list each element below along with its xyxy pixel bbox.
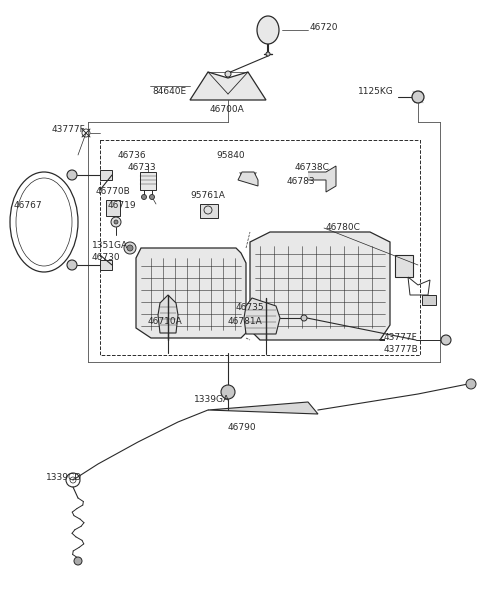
- Text: 46767: 46767: [14, 201, 43, 210]
- Text: 46738C: 46738C: [295, 163, 330, 172]
- Bar: [140, 172, 156, 190]
- Circle shape: [111, 217, 121, 227]
- Text: 1339CD: 1339CD: [46, 474, 82, 482]
- PathPatch shape: [308, 166, 336, 192]
- Circle shape: [301, 315, 307, 321]
- Text: 46710A: 46710A: [148, 317, 183, 327]
- Text: 46720: 46720: [310, 24, 338, 33]
- Text: 43777F: 43777F: [384, 333, 418, 343]
- Circle shape: [149, 195, 155, 200]
- Text: 46770B: 46770B: [96, 188, 131, 197]
- Text: 95761A: 95761A: [190, 191, 225, 201]
- Text: 46735: 46735: [236, 304, 264, 313]
- Text: 46781A: 46781A: [228, 317, 263, 327]
- Bar: [100, 170, 112, 180]
- Text: 46783: 46783: [287, 176, 316, 185]
- Bar: [395, 255, 413, 277]
- Circle shape: [142, 195, 146, 200]
- Bar: [200, 204, 218, 218]
- Text: 1351GA: 1351GA: [92, 240, 128, 249]
- PathPatch shape: [190, 72, 266, 100]
- PathPatch shape: [244, 298, 280, 334]
- Bar: [100, 140, 420, 355]
- Bar: [100, 260, 112, 270]
- PathPatch shape: [208, 402, 318, 414]
- Text: 95840: 95840: [216, 150, 245, 159]
- Circle shape: [466, 379, 476, 389]
- Text: 43777F: 43777F: [52, 126, 86, 134]
- Text: 46700A: 46700A: [210, 105, 245, 114]
- Bar: [422, 295, 436, 305]
- Text: 46730: 46730: [92, 253, 120, 262]
- Text: 43777B: 43777B: [384, 346, 419, 355]
- PathPatch shape: [238, 172, 258, 186]
- Text: 46790: 46790: [228, 423, 257, 433]
- Circle shape: [127, 245, 133, 251]
- Text: 46780C: 46780C: [326, 224, 361, 233]
- Text: 46719: 46719: [108, 201, 137, 210]
- Circle shape: [266, 52, 270, 56]
- Text: 46733: 46733: [128, 163, 156, 172]
- Circle shape: [67, 260, 77, 270]
- Circle shape: [124, 242, 136, 254]
- Text: 1339GA: 1339GA: [194, 395, 230, 404]
- Circle shape: [412, 91, 424, 103]
- Text: 46736: 46736: [118, 150, 146, 159]
- Circle shape: [225, 71, 231, 77]
- Circle shape: [67, 170, 77, 180]
- Circle shape: [441, 335, 451, 345]
- Circle shape: [114, 220, 118, 224]
- PathPatch shape: [136, 248, 246, 338]
- Circle shape: [221, 385, 235, 399]
- Circle shape: [74, 557, 82, 565]
- PathPatch shape: [158, 295, 178, 333]
- PathPatch shape: [250, 232, 390, 340]
- Bar: [106, 200, 120, 216]
- Text: 1125KG: 1125KG: [358, 88, 394, 96]
- Text: 84640E: 84640E: [152, 88, 186, 96]
- Ellipse shape: [257, 16, 279, 44]
